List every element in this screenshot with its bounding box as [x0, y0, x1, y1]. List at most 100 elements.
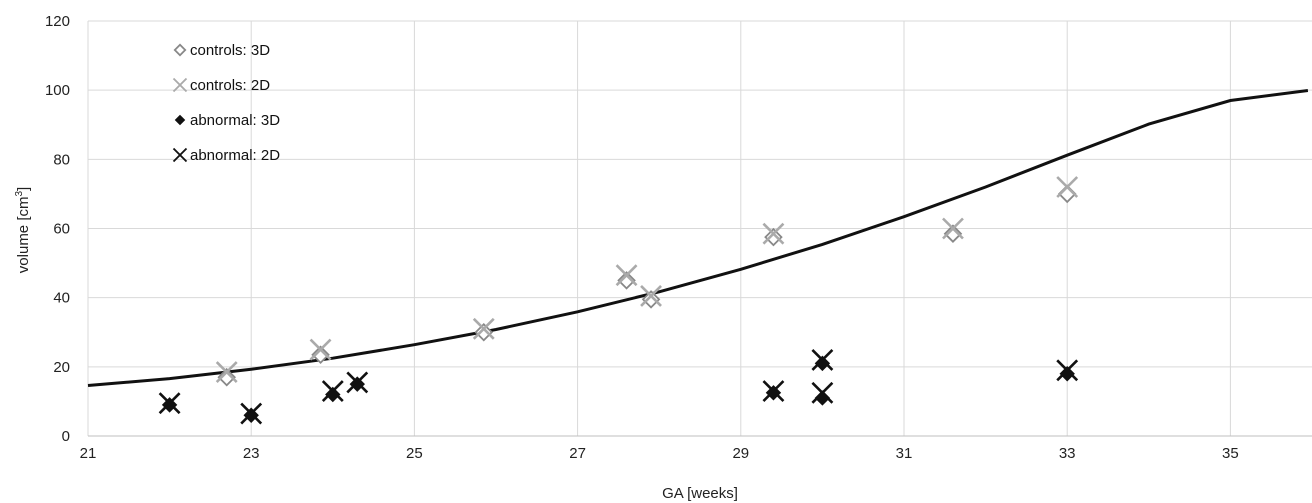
- legend-label: abnormal: 2D: [190, 147, 280, 164]
- data-point: [617, 271, 636, 290]
- x-marker-stroke: [640, 285, 662, 307]
- legend-item: controls: 3D: [173, 42, 270, 59]
- marker-layer: [158, 176, 1079, 425]
- legend-label: controls: 2D: [190, 77, 270, 94]
- x-marker: [321, 380, 344, 402]
- open-diamond-marker: [474, 322, 494, 342]
- filled-diamond-marker: [174, 114, 186, 126]
- open-diamond-marker: [311, 345, 330, 365]
- data-point: [615, 264, 638, 287]
- data-point: [321, 380, 344, 402]
- x-marker: [172, 77, 188, 93]
- open-diamond-marker: [617, 271, 636, 290]
- legend-label: abnormal: 3D: [190, 112, 280, 129]
- series-controls-3d: [217, 184, 1077, 387]
- x-marker: [640, 285, 662, 307]
- x-marker: [762, 380, 785, 402]
- data-point: [1056, 176, 1079, 198]
- y-tick-label: 20: [53, 359, 70, 376]
- data-point: [762, 222, 785, 245]
- y-axis-title-end: ]: [15, 187, 32, 191]
- x-axis-title: GA [weeks]: [662, 485, 738, 502]
- x-marker-stroke: [172, 147, 188, 163]
- x-tick-label: 21: [80, 445, 97, 462]
- y-axis-title: volume [cm3]: [14, 187, 32, 273]
- fit-curve-layer: [87, 89, 1309, 387]
- x-marker: [172, 147, 188, 163]
- x-marker: [811, 381, 834, 404]
- data-point: [215, 361, 238, 383]
- x-marker: [942, 217, 964, 240]
- x-marker-stroke: [172, 77, 188, 93]
- legend-item: controls: 2D: [172, 77, 270, 94]
- open-diamond-marker: [217, 367, 236, 387]
- x-marker-stroke: [472, 317, 495, 340]
- x-marker-stroke: [762, 380, 785, 402]
- x-marker-stroke: [762, 222, 785, 245]
- series-controls-2d: [215, 176, 1079, 383]
- data-point: [1056, 359, 1079, 382]
- data-point: [943, 224, 963, 243]
- data-point: [640, 285, 662, 307]
- legend: controls: 3D controls: 2D abnormal: 3D abno…: [172, 42, 280, 164]
- y-tick-label: 40: [53, 290, 70, 307]
- legend-item: abnormal: 3D: [174, 112, 280, 129]
- x-marker: [215, 361, 238, 383]
- data-point: [346, 371, 369, 394]
- x-marker-stroke: [811, 381, 834, 404]
- y-tick-labels: 0 20 40 60 80 100 120: [45, 13, 70, 445]
- data-point: [942, 217, 964, 240]
- y-tick-label: 60: [53, 221, 70, 238]
- x-tick-label: 29: [732, 445, 749, 462]
- series-abnormal-3d: [161, 355, 1075, 423]
- y-tick-label: 120: [45, 13, 70, 30]
- data-point: [811, 348, 834, 371]
- data-point: [217, 367, 236, 387]
- filled-diamond-marker: [814, 355, 831, 372]
- x-marker-stroke: [309, 338, 332, 361]
- x-marker: [346, 371, 369, 394]
- open-diamond-marker: [173, 43, 187, 57]
- x-marker-stroke: [1056, 359, 1079, 382]
- y-axis-title-sup: 3: [14, 191, 25, 197]
- x-marker: [1056, 176, 1079, 198]
- legend-item: abnormal: 2D: [172, 147, 280, 164]
- x-tick-label: 27: [569, 445, 586, 462]
- x-tick-label: 35: [1222, 445, 1239, 462]
- x-marker: [811, 348, 834, 371]
- y-tick-label: 80: [53, 151, 70, 168]
- legend-label: controls: 3D: [190, 42, 270, 59]
- x-marker-stroke: [215, 361, 238, 383]
- y-axis-title-main: volume [cm: [15, 197, 32, 274]
- open-diamond-marker: [641, 290, 661, 309]
- open-diamond-marker: [764, 227, 783, 247]
- data-point: [325, 386, 341, 403]
- x-marker: [472, 317, 495, 340]
- data-point: [309, 338, 332, 361]
- data-point: [472, 317, 495, 340]
- y-tick-label: 0: [62, 428, 70, 445]
- x-tick-labels: 21 23 25 27 29 31 33 35: [80, 445, 1239, 462]
- data-point: [762, 380, 785, 402]
- x-marker: [240, 402, 263, 425]
- data-point: [764, 227, 783, 247]
- x-marker-stroke: [942, 217, 964, 240]
- data-point: [474, 322, 494, 342]
- y-tick-label: 100: [45, 82, 70, 99]
- x-marker-stroke: [158, 392, 181, 415]
- data-point: [311, 345, 330, 365]
- data-point: [158, 392, 181, 415]
- x-marker: [158, 392, 181, 415]
- x-marker-stroke: [346, 371, 369, 394]
- x-tick-label: 31: [896, 445, 913, 462]
- data-point: [811, 381, 834, 404]
- x-marker-stroke: [615, 264, 638, 287]
- x-tick-label: 33: [1059, 445, 1076, 462]
- data-point: [1059, 366, 1075, 382]
- series-abnormal-2d: [158, 348, 1079, 425]
- data-point: [814, 355, 831, 372]
- x-tick-label: 25: [406, 445, 423, 462]
- grid: [87, 20, 1312, 437]
- x-marker-stroke: [1056, 176, 1079, 198]
